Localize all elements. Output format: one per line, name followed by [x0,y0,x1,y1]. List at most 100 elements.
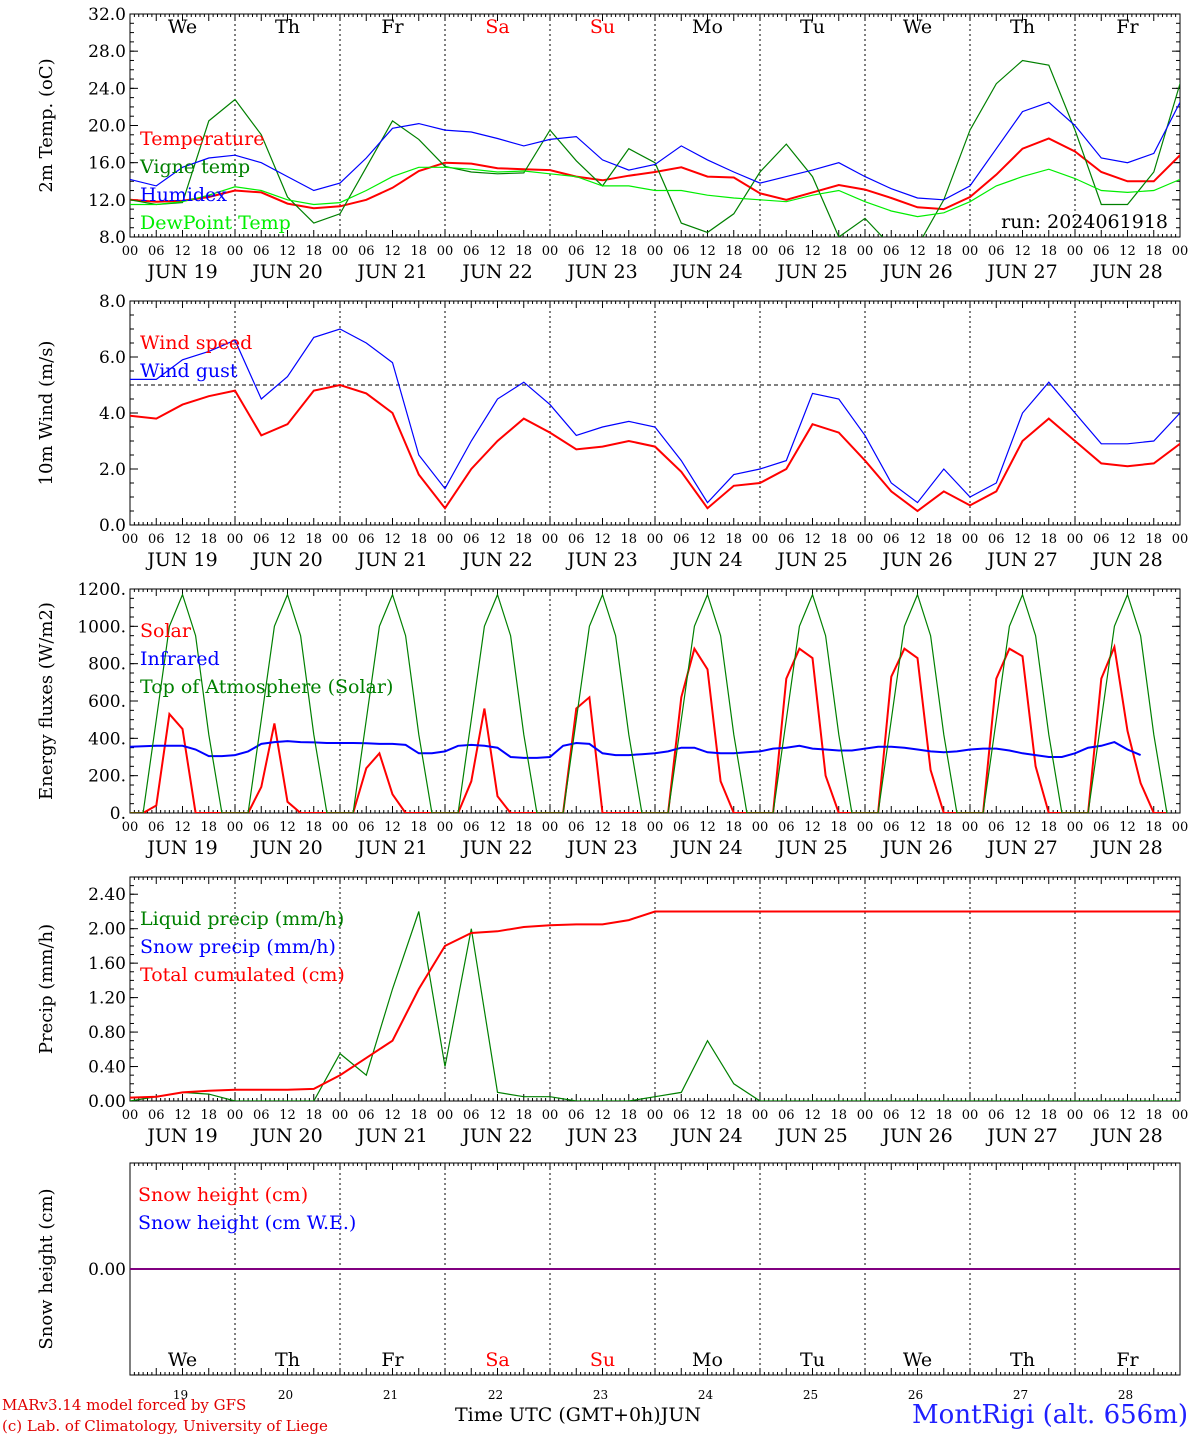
y-tick-label: 800. [88,655,126,675]
date-label: JUN 27 [985,549,1057,571]
y-tick-label: 1.60 [88,954,126,974]
hour-tick-label: 12 [594,532,611,547]
hour-tick-label: 00 [1172,532,1189,547]
date-label: JUN 22 [460,261,532,283]
y-tick-label: 600. [88,692,126,712]
hour-tick-label: 12 [699,820,716,835]
hour-tick-label: 06 [778,532,795,547]
y-tick-label: 1000. [77,617,126,637]
series-line-temperature [130,137,1180,211]
hour-tick-label: 06 [253,820,270,835]
hour-tick-label: 18 [515,820,532,835]
series-line-humidex [130,101,1180,201]
y-axis-label: Snow height (cm) [36,1188,57,1349]
hour-tick-label: 18 [410,244,427,259]
hour-tick-label: 12 [1014,820,1031,835]
date-label: JUN 20 [250,549,322,571]
y-tick-label: 16.0 [88,154,126,174]
date-label: JUN 28 [1090,1125,1162,1147]
hour-tick-label: 06 [778,820,795,835]
hour-tick-label: 12 [804,244,821,259]
hour-tick-label: 12 [594,1108,611,1123]
y-tick-label: 24.0 [88,79,126,99]
date-label: JUN 26 [880,1125,952,1147]
hour-tick-label: 06 [568,1108,585,1123]
day-number-label: 28 [1118,1388,1133,1402]
hour-tick-label: 06 [778,1108,795,1123]
date-label: JUN 28 [1090,261,1162,283]
hour-tick-label: 06 [1093,820,1110,835]
hour-tick-label: 18 [305,820,322,835]
day-name-label: We [903,16,932,38]
hour-tick-label: 18 [830,1108,847,1123]
day-number-label: 25 [803,1388,818,1402]
hour-tick-label: 18 [1145,1108,1162,1123]
hour-tick-label: 06 [148,820,165,835]
date-label: JUN 24 [670,1125,742,1147]
date-label: JUN 24 [670,261,742,283]
hour-tick-label: 18 [830,244,847,259]
hour-tick-label: 18 [305,244,322,259]
hour-tick-label: 18 [305,532,322,547]
date-label: JUN 27 [985,1125,1057,1147]
hour-tick-label: 06 [883,244,900,259]
date-label: JUN 19 [145,549,217,571]
y-tick-label: 0.40 [88,1058,126,1078]
legend-entry: Total cumulated (cm) [140,964,345,986]
date-label: JUN 26 [880,549,952,571]
hour-tick-label: 12 [279,244,296,259]
hour-tick-label: 18 [515,244,532,259]
hour-tick-label: 18 [1040,1108,1057,1123]
hour-tick-label: 06 [673,1108,690,1123]
date-label: JUN 22 [460,837,532,859]
hour-tick-label: 06 [1093,244,1110,259]
series-line-wind-gust [130,328,1180,504]
hour-tick-label: 06 [988,532,1005,547]
y-tick-label: 0.00 [88,1092,126,1112]
hour-tick-label: 12 [909,244,926,259]
day-number-label: 22 [488,1388,503,1402]
hour-tick-label: 12 [909,820,926,835]
hour-tick-label: 00 [647,532,664,547]
hour-tick-label: 00 [227,820,244,835]
day-name-label: Su [590,1349,615,1371]
hour-tick-label: 06 [463,820,480,835]
date-label: JUN 20 [250,837,322,859]
hour-tick-label: 12 [384,532,401,547]
y-tick-label: 28.0 [88,42,126,62]
date-label: JUN 24 [670,837,742,859]
hour-tick-label: 00 [1172,1108,1189,1123]
day-name-label: Sa [485,1349,509,1371]
hour-tick-label: 18 [1040,244,1057,259]
hour-tick-label: 06 [253,532,270,547]
y-tick-label: 6.0 [99,348,126,368]
hour-tick-label: 18 [1040,532,1057,547]
hour-tick-label: 18 [515,532,532,547]
chart-panel-4: 0.00 0.40 0.80 1.20 1.60 2.00 2.40 Precip (mm/h… [36,876,1189,1147]
hour-tick-label: 12 [1014,1108,1031,1123]
chart-panel-2: 0.0 2.0 4.0 6.0 8.0 10m Wind (m/s) 00 06 12 18 JUN… [36,292,1189,571]
series-line-infrared [130,740,1141,759]
day-name-label: Th [275,16,300,38]
legend-entry: Snow precip (mm/h) [140,936,336,958]
hour-tick-label: 00 [437,532,454,547]
series-line-wind-speed [130,383,1180,513]
hour-tick-label: 00 [122,820,139,835]
y-tick-label: 8.0 [99,228,126,248]
day-name-label: Fr [381,16,404,38]
hour-tick-label: 00 [1067,1108,1084,1123]
y-tick-label: 2.0 [99,460,126,480]
hour-tick-label: 12 [174,1108,191,1123]
hour-tick-label: 06 [148,244,165,259]
hour-tick-label: 18 [1040,820,1057,835]
day-name-label: Th [1010,16,1035,38]
y-tick-label: 1.20 [88,989,126,1009]
hour-tick-label: 18 [830,532,847,547]
y-axis-label: 2m Temp. (oC) [36,58,57,192]
y-tick-label: 12.0 [88,191,126,211]
date-label: JUN 26 [880,261,952,283]
date-label: JUN 26 [880,837,952,859]
legend-entry: Infrared [140,648,220,670]
hour-tick-label: 18 [620,532,637,547]
day-name-label: Tu [800,16,825,38]
